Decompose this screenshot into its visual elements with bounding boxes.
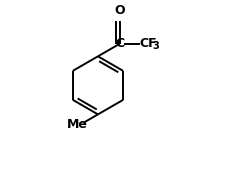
Text: Me: Me xyxy=(67,118,88,131)
Text: CF: CF xyxy=(140,37,157,49)
Text: C: C xyxy=(115,37,124,50)
Text: 3: 3 xyxy=(153,41,159,51)
Text: O: O xyxy=(114,3,125,16)
